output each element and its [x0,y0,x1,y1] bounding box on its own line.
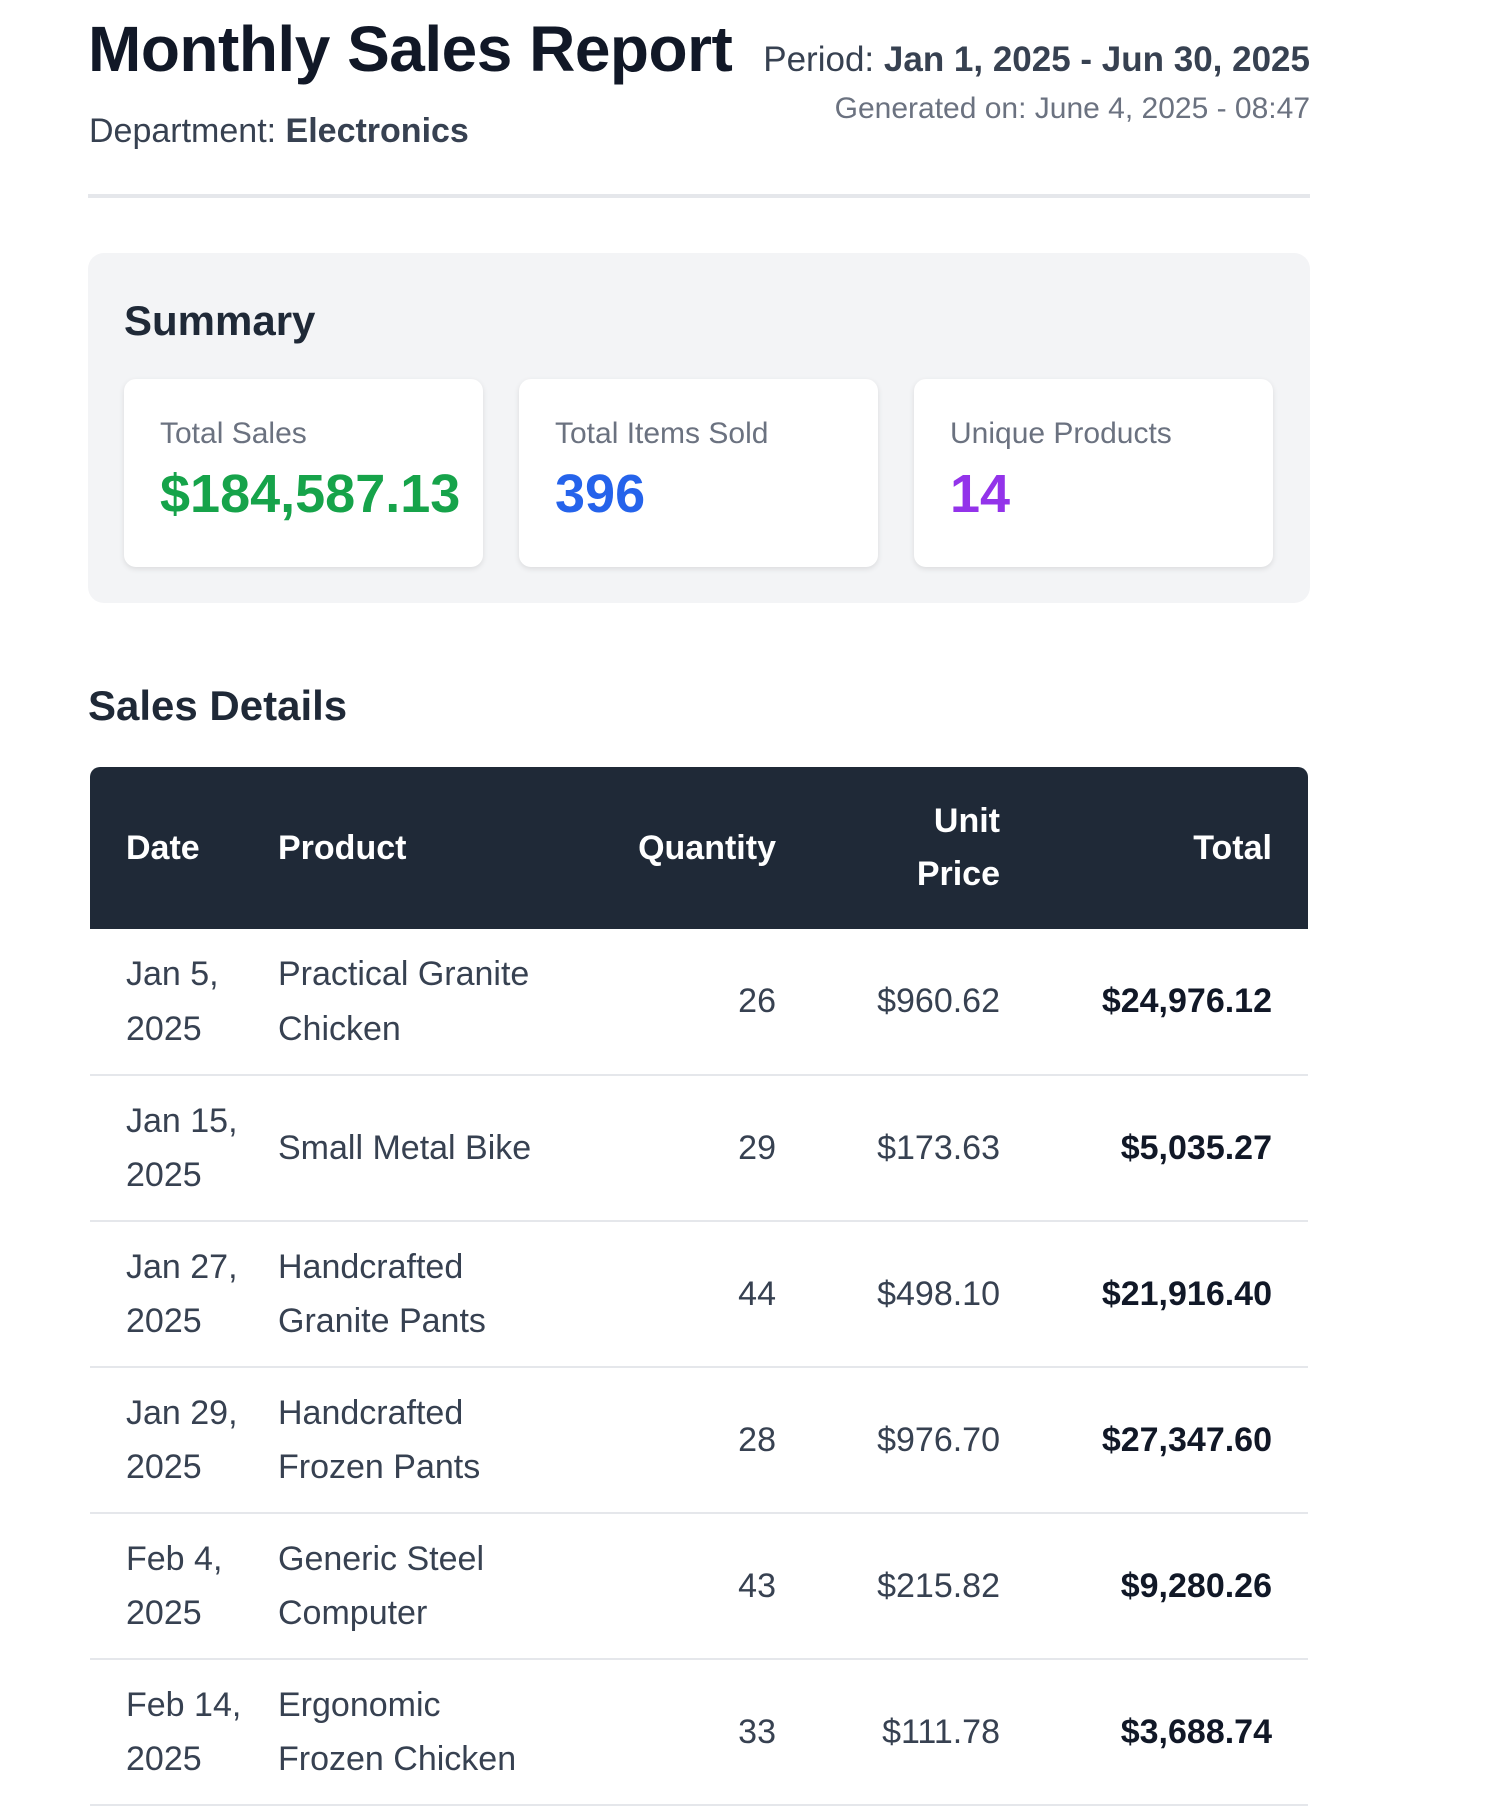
column-header-quantity: Quantity [638,828,776,867]
cell-quantity: 28 [578,1367,828,1514]
total-items-value: 396 [555,464,646,524]
cell-product: Practical Granite Chicken [278,929,578,1076]
cell-total: $24,976.12 [1038,929,1308,1076]
period-label: Period: [763,40,875,79]
cell-unit-price: $960.62 [828,929,1038,1076]
table-row: Feb 14, 2025 Ergonomic Frozen Chicken 33… [90,1659,1308,1806]
table-row: Feb 4, 2025 Generic Steel Computer 43 $2… [90,1513,1308,1660]
total-sales-label: Total Sales [160,417,307,450]
cell-date: Feb 14, 2025 [90,1659,278,1806]
column-header-date: Date [126,828,200,867]
cell-product: Ergonomic Frozen Chicken [278,1659,578,1806]
column-header-product: Product [278,828,407,867]
cell-total: $5,035.27 [1038,1075,1308,1222]
column-header-total: Total [1193,828,1272,867]
cell-date: Jan 15, 2025 [90,1075,278,1222]
report-page: Monthly Sales Report Department: Electro… [88,0,1310,1806]
cell-date: Jan 29, 2025 [90,1367,278,1514]
cell-quantity: 44 [578,1221,828,1368]
period-line: Period: Jan 1, 2025 - Jun 30, 2025 [763,40,1310,80]
table-row: Jan 5, 2025 Practical Granite Chicken 26… [90,929,1308,1076]
cell-unit-price: $976.70 [828,1367,1038,1514]
department-label: Department: [89,112,277,150]
cell-unit-price: $111.78 [828,1659,1038,1806]
cell-unit-price: $498.10 [828,1221,1038,1368]
sales-table-header: Date Product Quantity Unit Price Total [90,767,1308,929]
cell-product: Handcrafted Granite Pants [278,1221,578,1368]
cell-quantity: 43 [578,1513,828,1660]
total-items-card: Total Items Sold 396 [519,379,878,567]
sales-table: Date Product Quantity Unit Price Total J… [90,767,1308,1806]
summary-cards: Total Sales $184,587.13 Total Items Sold… [124,379,1273,567]
cell-date: Feb 4, 2025 [90,1513,278,1660]
cell-quantity: 33 [578,1659,828,1806]
cell-quantity: 29 [578,1075,828,1222]
department-line: Department: Electronics [89,112,469,151]
period-value: Jan 1, 2025 - Jun 30, 2025 [883,40,1310,79]
cell-total: $27,347.60 [1038,1367,1308,1514]
unique-products-card: Unique Products 14 [914,379,1273,567]
cell-unit-price: $215.82 [828,1513,1038,1660]
sales-details-title: Sales Details [88,682,348,729]
table-row: Jan 29, 2025 Handcrafted Frozen Pants 28… [90,1367,1308,1514]
report-header: Monthly Sales Report Department: Electro… [88,0,1310,198]
cell-date: Jan 27, 2025 [90,1221,278,1368]
table-row: Jan 27, 2025 Handcrafted Granite Pants 4… [90,1221,1308,1368]
total-sales-value: $184,587.13 [160,464,461,524]
total-sales-card: Total Sales $184,587.13 [124,379,483,567]
sales-table-body: Jan 5, 2025 Practical Granite Chicken 26… [90,929,1308,1806]
cell-product: Generic Steel Computer [278,1513,578,1660]
column-header-unit-price: Unit Price [916,802,1000,893]
cell-quantity: 26 [578,929,828,1076]
unique-products-label: Unique Products [950,417,1172,450]
header-row: Date Product Quantity Unit Price Total [90,767,1308,929]
cell-unit-price: $173.63 [828,1075,1038,1222]
generated-timestamp: Generated on: June 4, 2025 - 08:47 [834,92,1310,125]
cell-product: Handcrafted Frozen Pants [278,1367,578,1514]
cell-product: Small Metal Bike [278,1075,578,1222]
cell-total: $21,916.40 [1038,1221,1308,1368]
table-row: Jan 15, 2025 Small Metal Bike 29 $173.63… [90,1075,1308,1222]
department-value: Electronics [285,112,469,150]
total-items-label: Total Items Sold [555,417,769,450]
unique-products-value: 14 [950,464,1011,524]
summary-title: Summary [124,297,316,344]
summary-panel: Summary Total Sales $184,587.13 Total It… [88,253,1310,603]
cell-date: Jan 5, 2025 [90,929,278,1076]
cell-total: $3,688.74 [1038,1659,1308,1806]
page-title: Monthly Sales Report [88,13,733,85]
cell-total: $9,280.26 [1038,1513,1308,1660]
